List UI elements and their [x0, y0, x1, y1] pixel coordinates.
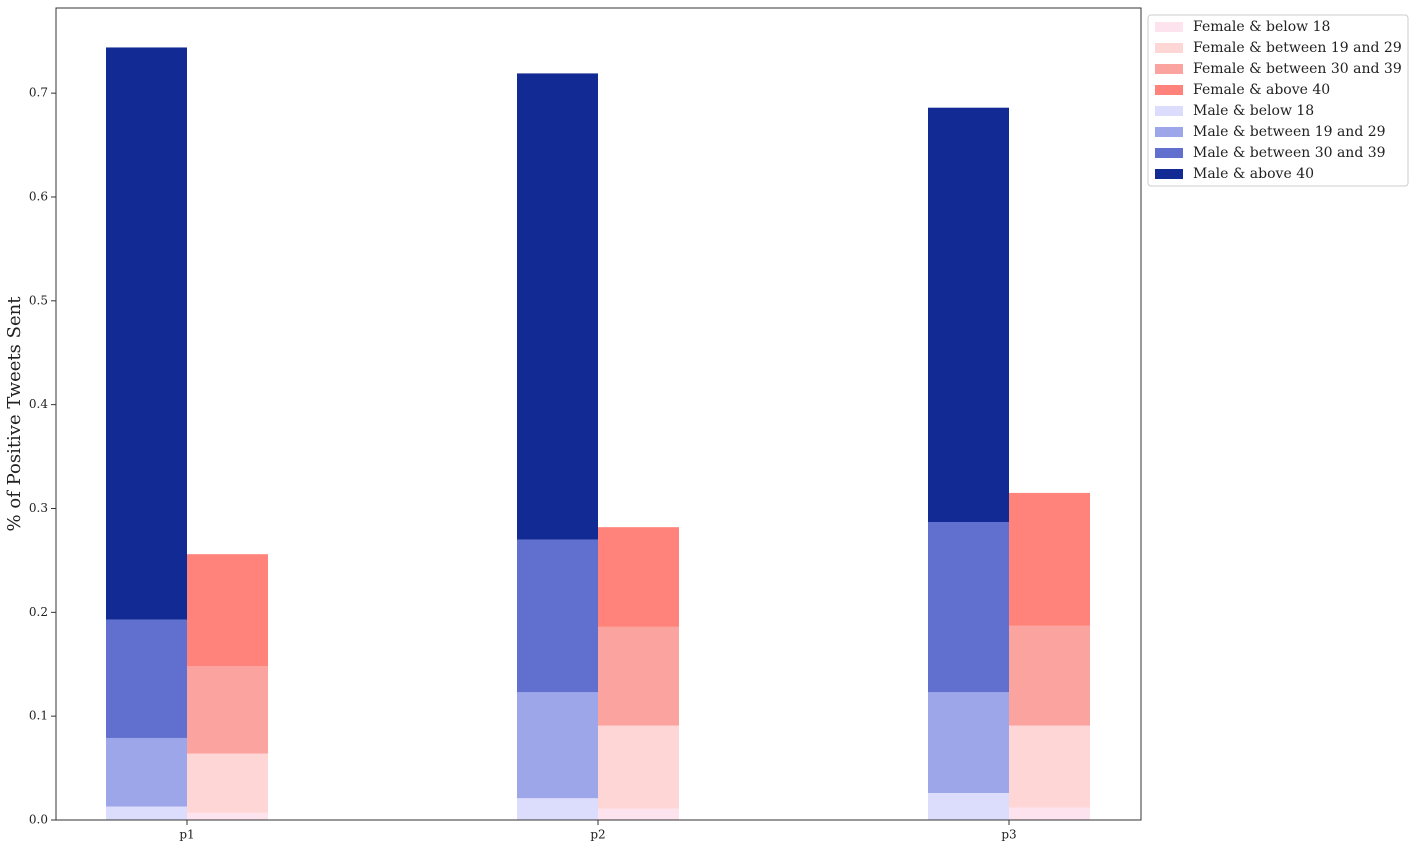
legend-label: Female & above 40	[1193, 82, 1330, 98]
legend-swatch	[1155, 148, 1183, 158]
y-tick-label: 0.2	[29, 605, 48, 619]
y-tick-label: 0.6	[29, 189, 48, 203]
y-axis-label: % of Positive Tweets Sent	[4, 296, 25, 532]
bar-segment	[1009, 625, 1090, 726]
bar-segment	[106, 806, 187, 820]
legend-swatch	[1155, 85, 1183, 95]
x-tick-label: p2	[590, 828, 605, 842]
bar-segment	[1009, 492, 1090, 626]
y-tick-label: 0.3	[29, 501, 48, 515]
legend-label: Female & below 18	[1193, 19, 1330, 35]
legend-label: Male & between 30 and 39	[1193, 145, 1386, 161]
legend-label: Male & between 19 and 29	[1193, 124, 1386, 140]
legend-swatch	[1155, 43, 1183, 53]
bar-segment	[928, 692, 1009, 794]
bar-segment	[928, 107, 1009, 522]
bar-segment	[598, 527, 679, 627]
y-tick-label: 0.4	[29, 397, 48, 411]
bar-segment	[1009, 725, 1090, 808]
bar-segment	[187, 554, 268, 667]
bar-segment	[517, 539, 598, 693]
bar-segment	[517, 798, 598, 820]
bar-segment	[928, 521, 1009, 693]
legend-label: Female & between 30 and 39	[1193, 61, 1402, 77]
x-tick-label: p3	[1001, 828, 1016, 842]
bar-segment	[598, 808, 679, 820]
bar-segment	[187, 812, 268, 820]
bar-segment	[106, 737, 187, 807]
bar-segment	[106, 47, 187, 620]
y-tick-label: 0.1	[29, 709, 48, 723]
legend-label: Male & below 18	[1193, 103, 1314, 119]
legend-swatch	[1155, 64, 1183, 74]
bar-segment	[517, 73, 598, 540]
bar-segment	[517, 692, 598, 799]
bar-segment	[598, 725, 679, 809]
y-tick-label: 0.7	[29, 86, 48, 100]
bar-segment	[598, 626, 679, 726]
legend-swatch	[1155, 169, 1183, 179]
bar-segment	[106, 619, 187, 738]
plot-frame	[55, 7, 1142, 821]
bar-segment	[187, 753, 268, 813]
bar-segment	[928, 793, 1009, 820]
bar-segment	[1009, 807, 1090, 820]
legend-label: Female & between 19 and 29	[1193, 40, 1402, 56]
legend-box	[1147, 14, 1409, 187]
legend-swatch	[1155, 127, 1183, 137]
bar-segment	[187, 666, 268, 754]
y-tick-label: 0.5	[29, 293, 48, 307]
legend-swatch	[1155, 22, 1183, 32]
legend-label: Male & above 40	[1193, 166, 1314, 182]
x-tick-label: p1	[179, 828, 194, 842]
legend-swatch	[1155, 106, 1183, 116]
y-tick-label: 0.0	[29, 813, 48, 827]
